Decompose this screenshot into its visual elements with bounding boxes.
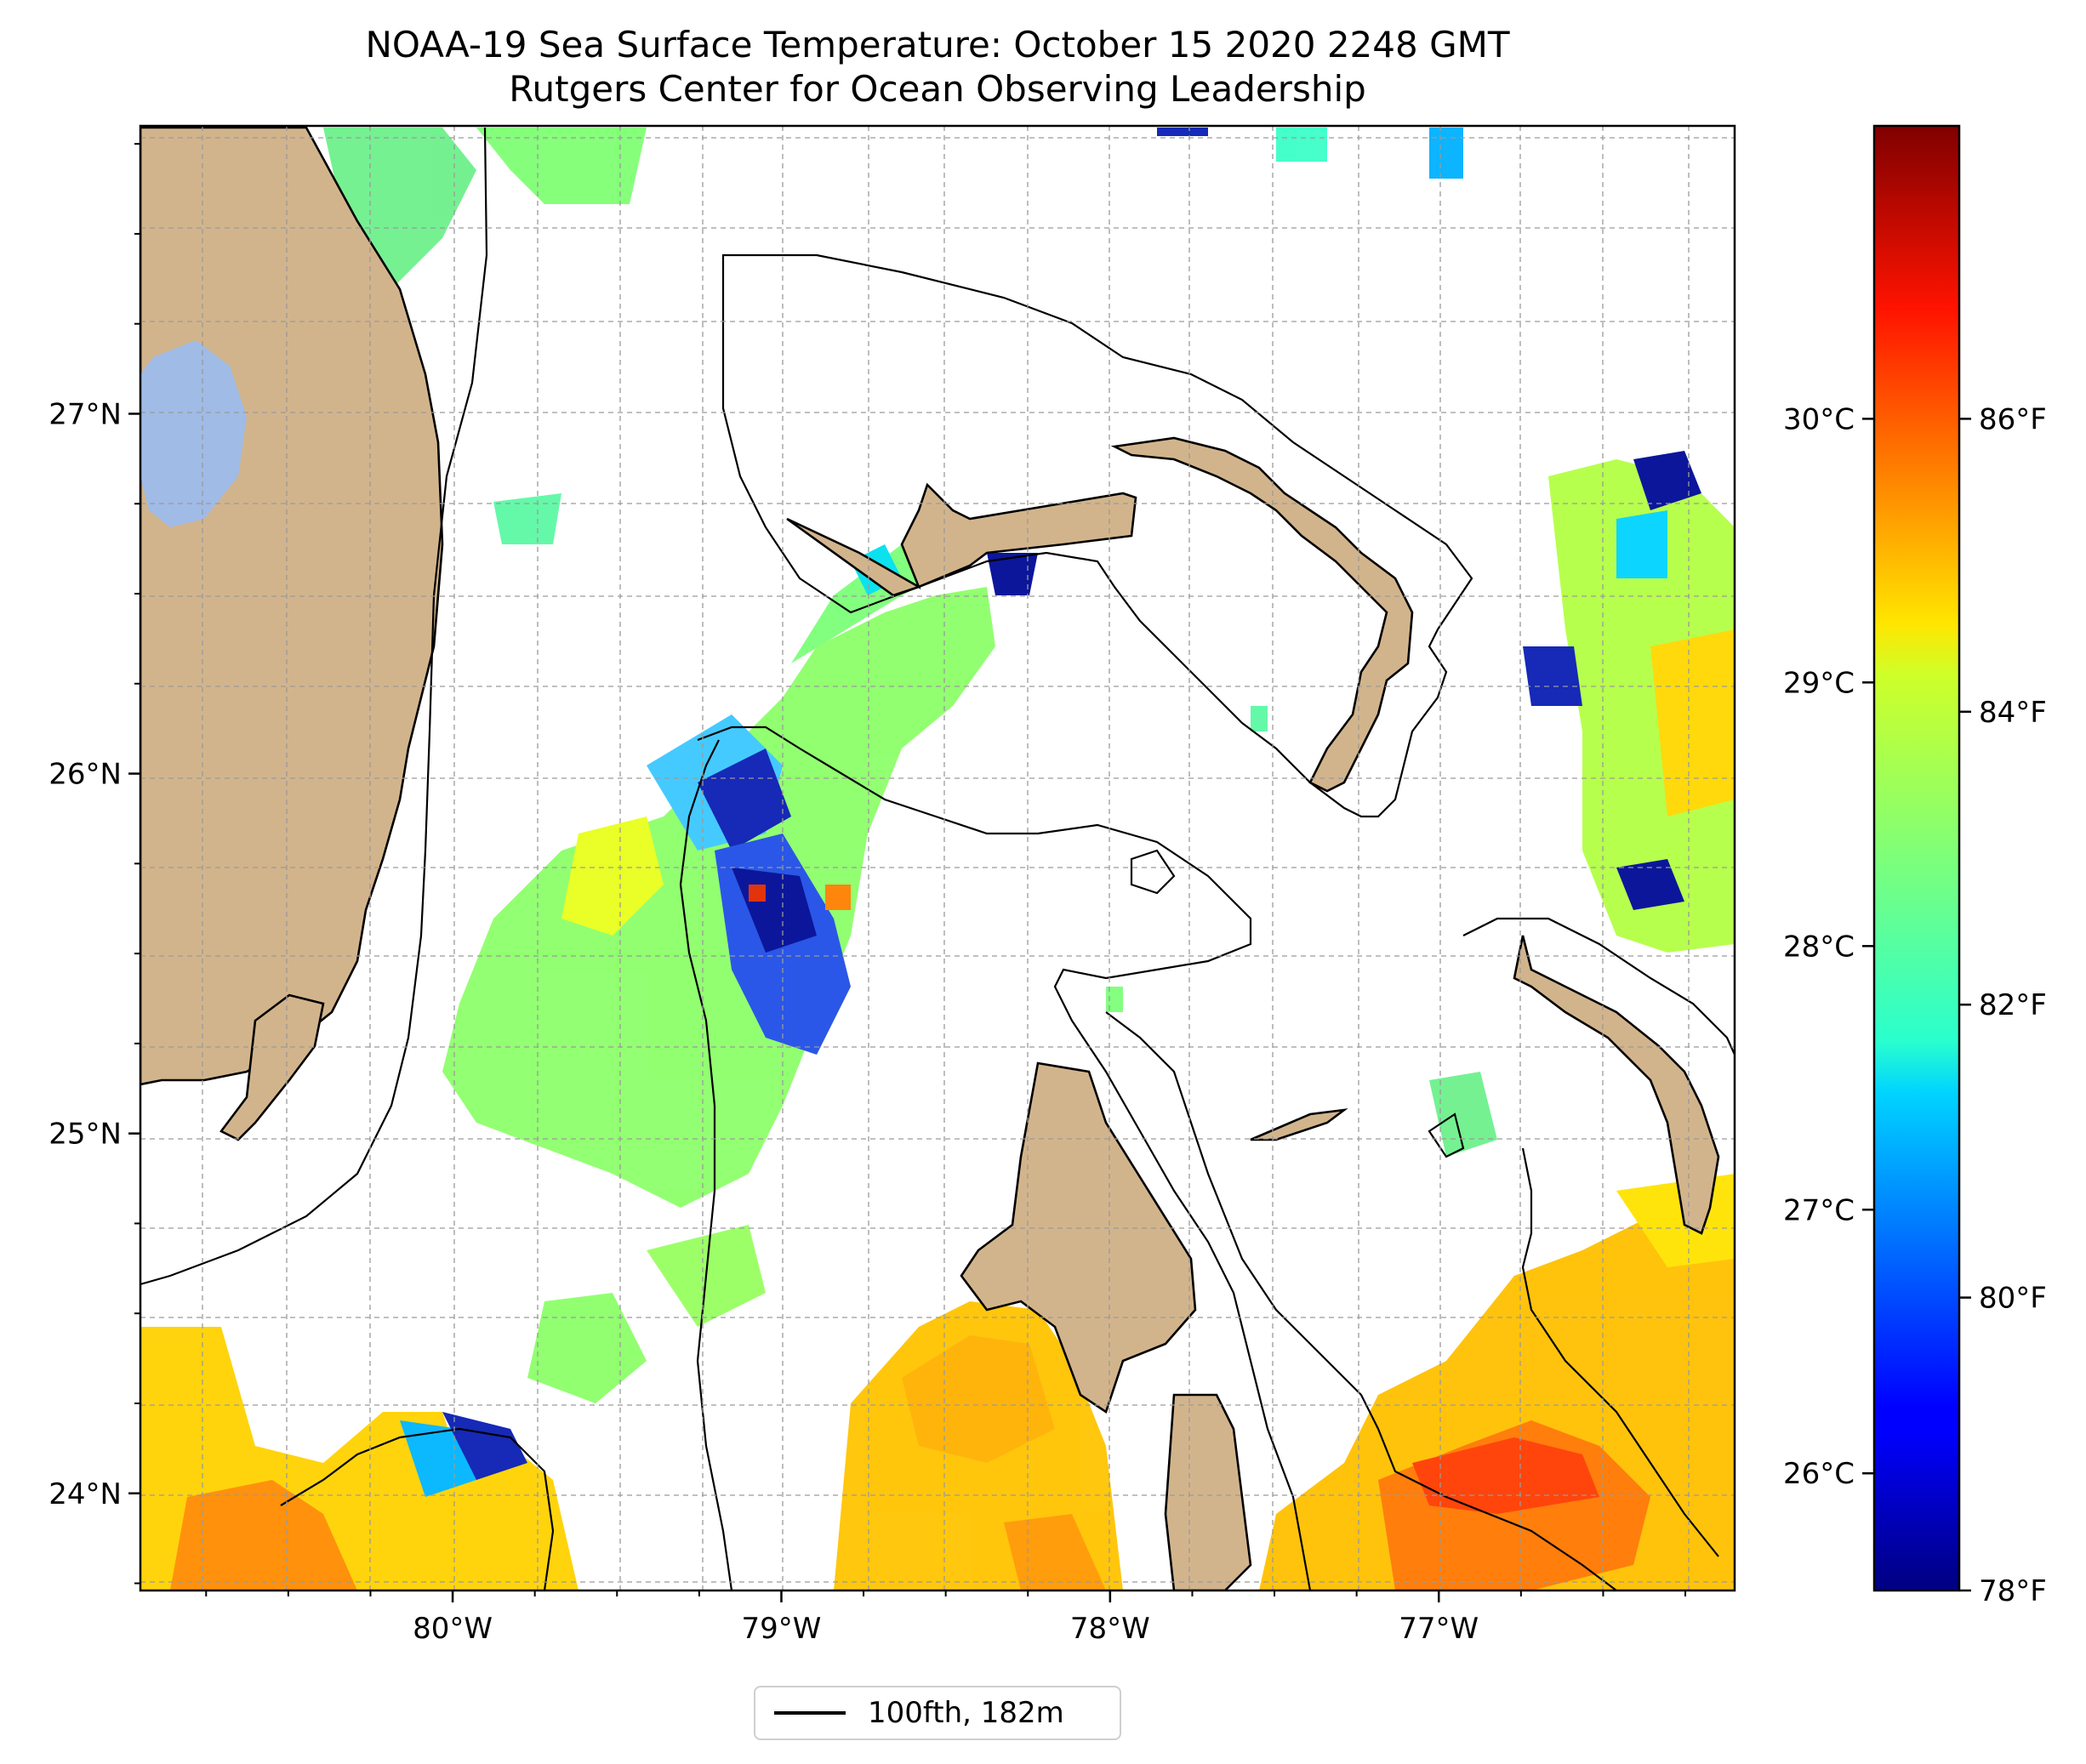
colorbar bbox=[1872, 124, 1961, 1592]
eleuthera-land bbox=[1513, 935, 1720, 1235]
colorbar-f-label: 80°F bbox=[1979, 1282, 2047, 1316]
colorbar-c-label: 29°C bbox=[1783, 666, 1855, 700]
berry-islands-land bbox=[1250, 1108, 1348, 1141]
legend-label: 100fth, 182m bbox=[868, 1696, 1064, 1730]
andros-south-land bbox=[1164, 1393, 1252, 1590]
map-subtitle: Rutgers Center for Ocean Observing Leade… bbox=[509, 68, 1366, 110]
colorbar-c-label: 27°C bbox=[1783, 1193, 1855, 1227]
lon-tick-label: 78°W bbox=[1070, 1612, 1150, 1646]
map-frame bbox=[139, 124, 1736, 1592]
lake-okeechobee bbox=[140, 340, 247, 527]
colorbar-c-label: 28°C bbox=[1783, 930, 1855, 964]
colorbar-celsius-axis: 26°C 27°C 28°C 29°C 30°C bbox=[1783, 402, 1874, 1491]
lat-tick-label: 24°N bbox=[48, 1477, 122, 1511]
florida-keys-land bbox=[219, 993, 325, 1141]
legend-line-swatch bbox=[774, 1711, 846, 1715]
colorbar-f-label: 86°F bbox=[1979, 402, 2047, 436]
isobath-contours bbox=[140, 127, 1735, 1590]
lon-tick-label: 79°W bbox=[742, 1612, 822, 1646]
gridlines bbox=[140, 126, 1735, 1590]
map-title: NOAA-19 Sea Surface Temperature: October… bbox=[365, 24, 1510, 65]
colorbar-c-label: 26°C bbox=[1783, 1457, 1855, 1491]
lon-tick-label: 77°W bbox=[1399, 1612, 1479, 1646]
latitude-axis: 24°N 25°N 26°N 27°N bbox=[48, 397, 140, 1511]
colorbar-f-label: 78°F bbox=[1979, 1574, 2047, 1608]
colorbar-fahrenheit-axis: 78°F 80°F 82°F 84°F 86°F bbox=[1959, 402, 2047, 1608]
lon-tick-label: 80°W bbox=[413, 1612, 493, 1646]
grand-bahama-land bbox=[786, 482, 1137, 597]
lat-tick-label: 25°N bbox=[48, 1118, 122, 1152]
lat-tick-label: 26°N bbox=[48, 758, 122, 792]
map-legend: 100fth, 182m bbox=[754, 1686, 1121, 1740]
abaco-land bbox=[1110, 436, 1414, 793]
lat-tick-label: 27°N bbox=[48, 397, 122, 431]
colorbar-c-label: 30°C bbox=[1783, 402, 1855, 436]
colorbar-f-label: 82°F bbox=[1979, 988, 2047, 1022]
colorbar-f-label: 84°F bbox=[1979, 696, 2047, 730]
longitude-axis: 80°W 79°W 78°W 77°W bbox=[413, 1590, 1479, 1646]
andros-north-land bbox=[960, 1061, 1197, 1414]
